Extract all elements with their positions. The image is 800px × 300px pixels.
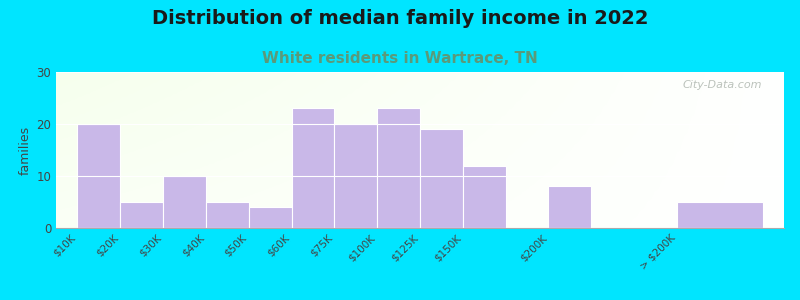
Bar [249,207,291,228]
Bar [420,129,463,228]
Bar [120,202,163,228]
Bar [677,202,762,228]
Bar [78,124,120,228]
Text: Distribution of median family income in 2022: Distribution of median family income in … [152,9,648,28]
Bar [206,202,249,228]
Bar [163,176,206,228]
Bar [291,108,334,228]
Y-axis label: families: families [19,125,32,175]
Bar [463,166,506,228]
Bar [377,108,420,228]
Text: White residents in Wartrace, TN: White residents in Wartrace, TN [262,51,538,66]
Text: City-Data.com: City-Data.com [682,80,762,90]
Bar [549,186,591,228]
Bar [334,124,377,228]
